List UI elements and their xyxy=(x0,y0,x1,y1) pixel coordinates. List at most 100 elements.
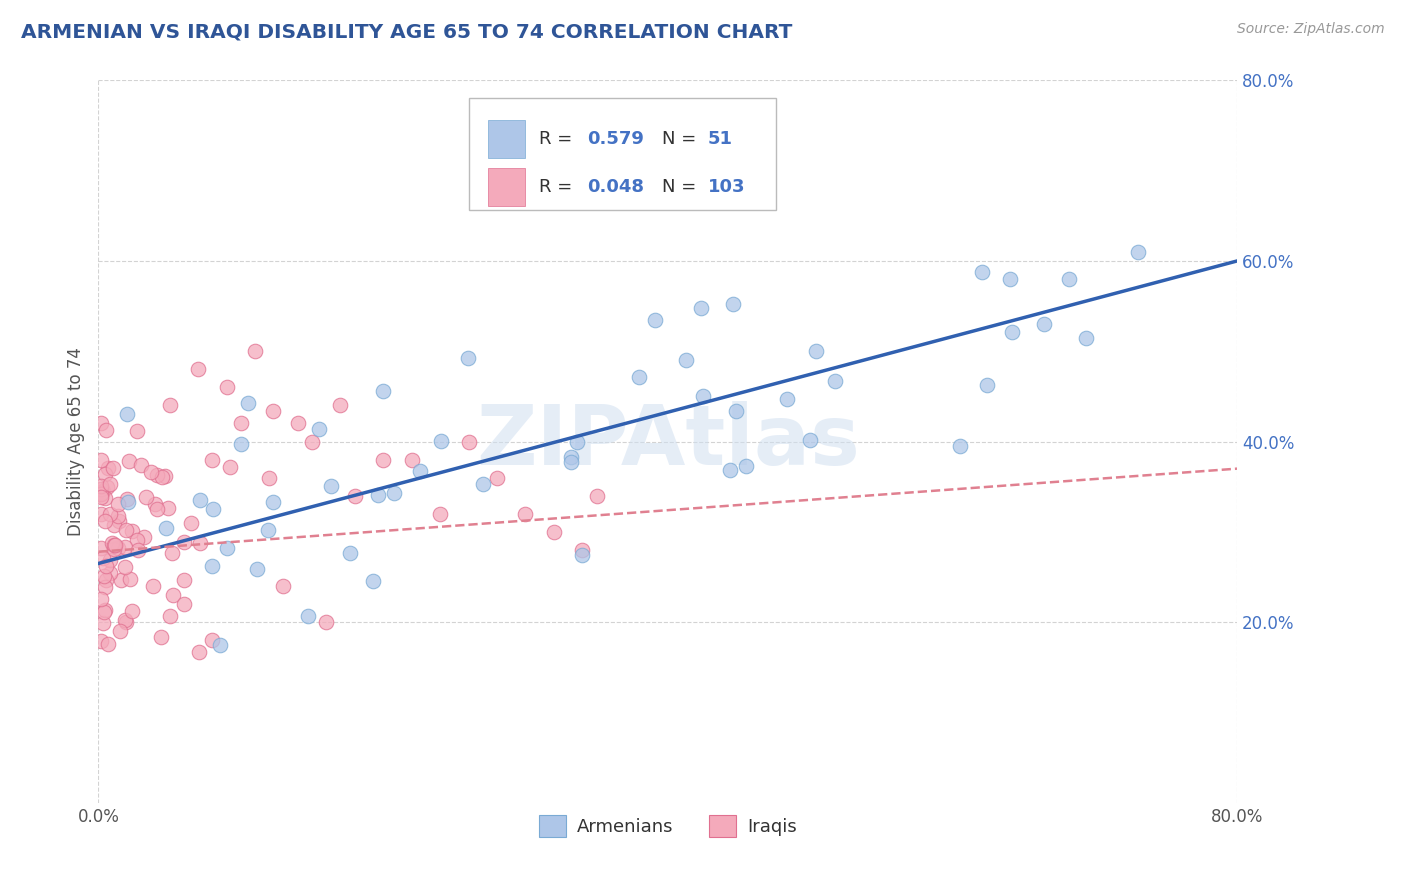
Point xyxy=(187,362,209,376)
Point xyxy=(121,604,143,618)
Point xyxy=(457,351,479,365)
Point xyxy=(96,573,118,587)
Point xyxy=(457,434,479,449)
Point xyxy=(429,434,451,448)
Point xyxy=(721,296,744,310)
Point xyxy=(308,422,330,436)
Point xyxy=(970,264,993,278)
Point xyxy=(107,508,129,523)
Point xyxy=(1057,271,1080,285)
Point xyxy=(115,407,138,421)
Point xyxy=(90,416,112,430)
Point xyxy=(101,461,124,475)
Point xyxy=(471,477,494,491)
Text: 51: 51 xyxy=(707,130,733,148)
Point xyxy=(94,558,117,573)
Point xyxy=(97,460,120,475)
Point xyxy=(115,491,138,506)
Point xyxy=(114,613,136,627)
Point xyxy=(97,637,120,651)
Point xyxy=(114,540,136,554)
Point xyxy=(129,458,152,472)
Point xyxy=(150,630,173,644)
Point xyxy=(135,490,157,504)
Point xyxy=(409,464,432,478)
Legend: Armenians, Iraqis: Armenians, Iraqis xyxy=(531,808,804,845)
Point xyxy=(339,546,361,560)
Point xyxy=(90,485,112,500)
Point xyxy=(98,477,121,491)
Point xyxy=(155,521,177,535)
Point xyxy=(689,301,711,315)
Point xyxy=(159,609,181,624)
Point xyxy=(90,490,112,504)
Point xyxy=(804,344,827,359)
Point xyxy=(287,417,309,431)
Point xyxy=(101,536,124,550)
Text: Source: ZipAtlas.com: Source: ZipAtlas.com xyxy=(1237,22,1385,37)
Point xyxy=(98,566,121,580)
Point xyxy=(560,455,582,469)
Point xyxy=(373,384,395,398)
Point xyxy=(94,491,117,505)
Point xyxy=(361,574,384,588)
Text: 103: 103 xyxy=(707,178,745,196)
Point xyxy=(120,572,142,586)
Point xyxy=(110,573,132,587)
Point xyxy=(94,467,117,482)
Point xyxy=(1033,317,1056,331)
Point xyxy=(96,480,118,494)
Point xyxy=(173,573,195,587)
Point xyxy=(107,497,129,511)
Point xyxy=(90,485,112,500)
Point xyxy=(718,463,741,477)
Point xyxy=(98,553,121,567)
Point xyxy=(180,516,202,531)
Point xyxy=(262,403,284,417)
Point xyxy=(159,398,181,412)
Point xyxy=(246,562,269,576)
Point xyxy=(114,559,136,574)
Point xyxy=(301,434,323,449)
Point xyxy=(429,507,451,521)
Point xyxy=(188,493,211,508)
FancyBboxPatch shape xyxy=(468,98,776,211)
Point xyxy=(560,450,582,464)
Point xyxy=(273,579,295,593)
Point xyxy=(543,524,565,539)
Point xyxy=(107,541,129,555)
Point xyxy=(104,538,127,552)
Point xyxy=(949,439,972,453)
Point xyxy=(132,530,155,544)
Point xyxy=(628,370,651,384)
Point xyxy=(103,538,125,552)
Point xyxy=(94,423,117,437)
Point xyxy=(201,501,224,516)
Point xyxy=(90,482,112,496)
Point xyxy=(401,452,423,467)
Point xyxy=(373,452,395,467)
Point xyxy=(776,392,799,406)
Point xyxy=(143,497,166,511)
Text: ZIPAtlas: ZIPAtlas xyxy=(475,401,860,482)
Point xyxy=(565,434,588,449)
Point xyxy=(201,633,224,648)
Point xyxy=(257,523,280,537)
Point xyxy=(150,469,173,483)
Point xyxy=(173,597,195,611)
Point xyxy=(187,645,209,659)
FancyBboxPatch shape xyxy=(488,169,526,206)
Point xyxy=(173,535,195,549)
Point xyxy=(243,344,266,359)
Point xyxy=(219,459,242,474)
Point xyxy=(93,515,115,529)
Point xyxy=(188,536,211,550)
Text: N =: N = xyxy=(662,130,702,148)
Text: N =: N = xyxy=(662,178,702,196)
Point xyxy=(146,468,169,483)
Point xyxy=(1076,330,1098,344)
Text: ARMENIAN VS IRAQI DISABILITY AGE 65 TO 74 CORRELATION CHART: ARMENIAN VS IRAQI DISABILITY AGE 65 TO 7… xyxy=(21,22,793,41)
Y-axis label: Disability Age 65 to 74: Disability Age 65 to 74 xyxy=(66,347,84,536)
Point xyxy=(215,541,238,556)
Point xyxy=(259,471,281,485)
